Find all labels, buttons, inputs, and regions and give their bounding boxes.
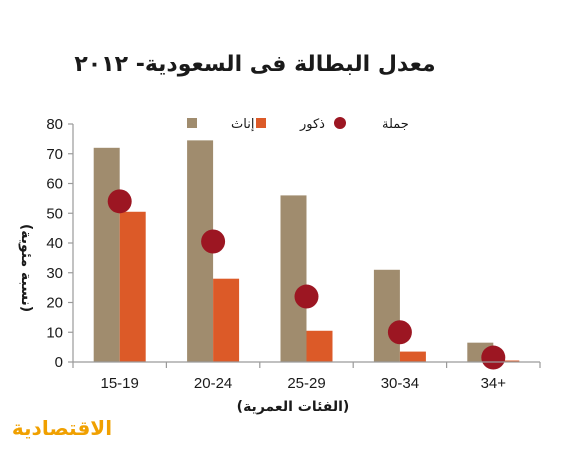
- y-tick-label: 10: [46, 324, 63, 341]
- bar-males: [213, 278, 240, 362]
- y-tick-label: 0: [55, 354, 63, 371]
- legend-label: إناث: [231, 117, 254, 132]
- y-tick-label: 20: [46, 295, 63, 312]
- chart-title: معدل البطالة فى السعودية- ٢٠١٢: [74, 52, 435, 77]
- y-tick-label: 30: [46, 265, 63, 282]
- bar-females: [373, 269, 400, 362]
- plot-area: [93, 140, 520, 370]
- y-axis-label: (نسبة مئوية): [18, 224, 34, 312]
- marker-total: [387, 320, 412, 345]
- marker-total: [107, 189, 132, 214]
- x-tick-label: 30-34: [381, 375, 419, 392]
- y-tick-label: 60: [46, 176, 63, 193]
- bar-males: [493, 360, 520, 362]
- bar-males: [399, 351, 426, 362]
- marker-total: [481, 345, 506, 370]
- x-axis-ticks: 15-19 20-24 25-29 30-34 34+: [72, 362, 541, 392]
- y-tick-label: 50: [46, 205, 63, 222]
- bar-males: [119, 211, 146, 362]
- legend-swatch: [187, 118, 197, 128]
- legend-swatch: [334, 117, 346, 129]
- x-axis-label: (الفئات العمرية): [237, 399, 350, 415]
- legend-swatch: [256, 118, 266, 128]
- x-tick-label: 25-29: [287, 375, 325, 392]
- x-tick-label: 15-19: [101, 375, 139, 392]
- bar-females: [93, 147, 120, 362]
- x-tick-label: 20-24: [194, 375, 232, 392]
- publisher-logo: الاقتصادية: [12, 416, 112, 440]
- marker-total: [294, 284, 319, 309]
- legend-label: جملة: [382, 117, 409, 132]
- y-axis-ticks: 0 10 20 30 40 50 60 70 80: [46, 116, 73, 371]
- y-tick-label: 40: [46, 235, 63, 252]
- chart-legend: إناث ذكور جملة: [187, 117, 409, 132]
- y-tick-label: 70: [46, 146, 63, 163]
- marker-total: [201, 229, 226, 254]
- y-tick-label: 80: [46, 116, 63, 133]
- bar-males: [306, 330, 333, 362]
- x-tick-label: 34+: [481, 375, 507, 392]
- bar-females: [280, 195, 307, 362]
- legend-label: ذكور: [299, 117, 325, 132]
